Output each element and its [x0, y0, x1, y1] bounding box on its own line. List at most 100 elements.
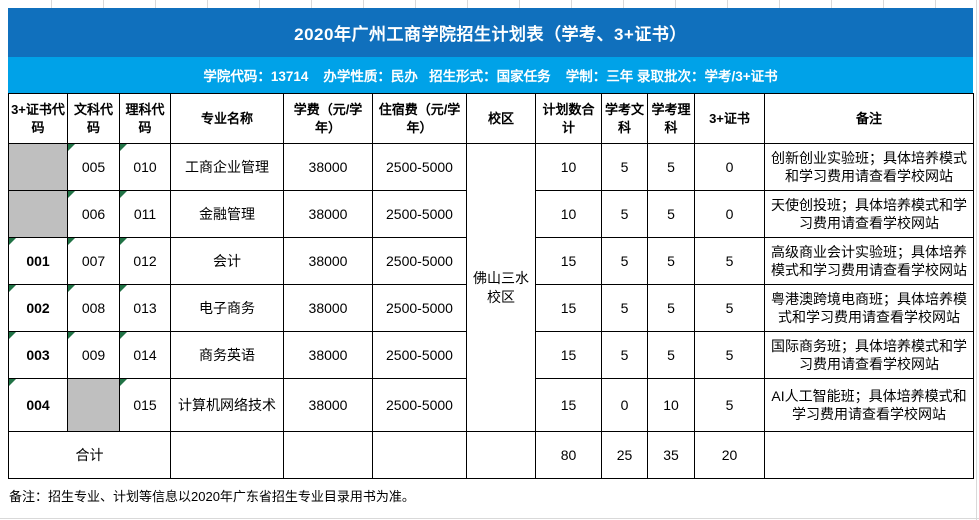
exam-science-cell: 5: [647, 143, 695, 191]
header-arts-code: 文科代码: [67, 93, 120, 144]
cert-plan-cell: 5: [694, 284, 765, 332]
remark-cell: 天使创投班；具体培养模式和学习费用请查看学校网站: [764, 190, 974, 238]
accommodation-cell: [372, 431, 467, 479]
exam-arts-cell: 5: [601, 331, 648, 379]
major-cell: 电子商务: [170, 284, 284, 332]
cert-code-cell: 001: [8, 237, 68, 285]
exam-science-cell: 5: [647, 237, 695, 285]
accommodation-cell: 2500-5000: [372, 284, 467, 332]
header-campus: 校区: [466, 93, 536, 144]
campus-cell: 佛山三水校区: [466, 143, 536, 432]
exam-science-cell: 35: [647, 431, 695, 479]
cert-plan-cell: 20: [694, 431, 765, 479]
cert-code-cell: [8, 190, 68, 238]
exam-arts-cell: 25: [601, 431, 648, 479]
header-accommodation: 住宿费（元/学年）: [372, 93, 467, 144]
exam-arts-cell: 5: [601, 190, 648, 238]
science-code-cell: 012: [119, 237, 171, 285]
arts-code-cell: [67, 378, 120, 432]
science-code-cell: 011: [119, 190, 171, 238]
header-remark: 备注: [764, 93, 974, 144]
accommodation-cell: 2500-5000: [372, 237, 467, 285]
cert-code-cell: 003: [8, 331, 68, 379]
tuition-cell: 38000: [283, 190, 373, 238]
plan-total-cell: 15: [535, 331, 602, 379]
major-cell: 金融管理: [170, 190, 284, 238]
plan-total-cell: 15: [535, 284, 602, 332]
major-cell: 会计: [170, 237, 284, 285]
remark-cell: AI人工智能班；具体培养模式和学习费用请查看学校网站: [764, 378, 974, 432]
remark-cell: 高级商业会计实验班；具体培养模式和学习费用请查看学校网站: [764, 237, 974, 285]
cert-plan-cell: 5: [694, 237, 765, 285]
arts-code-cell: 005: [67, 143, 120, 191]
bottom-gridline: [0, 518, 979, 519]
major-cell: 计算机网络技术: [170, 378, 284, 432]
table-header: 3+证书代码 文科代码 理科代码 专业名称 学费（元/学年） 住宿费（元/学年）…: [8, 93, 974, 144]
campus-cell: [466, 431, 536, 479]
table-row: 004 015 计算机网络技术 38000 2500-5000 15 0 10 5 AI人工智能班…: [8, 378, 974, 432]
exam-science-cell: 5: [647, 284, 695, 332]
arts-code-cell: 006: [67, 190, 120, 238]
accommodation-cell: 2500-5000: [372, 378, 467, 432]
plan-total-cell: 10: [535, 190, 602, 238]
remark-cell: 创新创业实验班；具体培养模式和学习费用请查看学校网站: [764, 143, 974, 191]
exam-arts-cell: 5: [601, 284, 648, 332]
major-cell: 工商企业管理: [170, 143, 284, 191]
arts-code-cell: 009: [67, 331, 120, 379]
cert-code-cell: 002: [8, 284, 68, 332]
right-gridline: [976, 0, 977, 520]
accommodation-cell: 2500-5000: [372, 190, 467, 238]
cert-plan-cell: 0: [694, 190, 765, 238]
total-row: 合计 80 25 35 20: [8, 431, 974, 479]
tuition-cell: 38000: [283, 331, 373, 379]
exam-science-cell: 10: [647, 378, 695, 432]
cert-plan-cell: 5: [694, 378, 765, 432]
plan-total-cell: 15: [535, 237, 602, 285]
arts-code-cell: 007: [67, 237, 120, 285]
admission-plan-table: 3+证书代码 文科代码 理科代码 专业名称 学费（元/学年） 住宿费（元/学年）…: [8, 93, 974, 479]
table-row: 003 009 014 商务英语 38000 2500-5000 15 5 5 5 国际商务班；具体…: [8, 331, 974, 379]
header-tuition: 学费（元/学年）: [283, 93, 373, 144]
plan-total-cell: 10: [535, 143, 602, 191]
cert-code-cell: [8, 143, 68, 191]
header-cert-plan: 3+证书: [694, 93, 765, 144]
arts-code-cell: 008: [67, 284, 120, 332]
tuition-cell: 38000: [283, 378, 373, 432]
exam-arts-cell: 5: [601, 237, 648, 285]
remark-cell: 粤港澳跨境电商班；具体培养模式和学习费用请查看学校网站: [764, 284, 974, 332]
science-code-cell: 014: [119, 331, 171, 379]
top-gridline-strip: [0, 0, 979, 8]
table-body: 005 010 工商企业管理 38000 2500-5000 佛山三水校区 10 5 5 0 创新创…: [8, 143, 974, 479]
cert-plan-cell: 5: [694, 331, 765, 379]
page-title: 2020年广州工商学院招生计划表（学考、3+证书）: [8, 8, 973, 57]
plan-total-cell: 15: [535, 378, 602, 432]
total-label-cell: 合计: [8, 431, 171, 479]
footer-note: 备注：招生专业、计划等信息以2020年广东省招生专业目录用书为准。: [9, 488, 415, 504]
exam-arts-cell: 0: [601, 378, 648, 432]
cert-code-cell: 004: [8, 378, 68, 432]
major-cell: [170, 431, 284, 479]
table-row: 006 011 金融管理 38000 2500-5000 10 5 5 0 天使创投班；具体培养模…: [8, 190, 974, 238]
exam-arts-cell: 5: [601, 143, 648, 191]
accommodation-cell: 2500-5000: [372, 143, 467, 191]
header-plan-total: 计划数合计: [535, 93, 602, 144]
major-cell: 商务英语: [170, 331, 284, 379]
science-code-cell: 015: [119, 378, 171, 432]
exam-science-cell: 5: [647, 190, 695, 238]
header-exam-science: 学考理科: [647, 93, 695, 144]
table-row: 005 010 工商企业管理 38000 2500-5000 佛山三水校区 10 5 5 0 创新创…: [8, 143, 974, 432]
exam-science-cell: 5: [647, 331, 695, 379]
plan-total-cell: 80: [535, 431, 602, 479]
table-row: 002 008 013 电子商务 38000 2500-5000 15 5 5 5 粤港澳跨境电商班…: [8, 284, 974, 332]
science-code-cell: 010: [119, 143, 171, 191]
header-major-name: 专业名称: [170, 93, 284, 144]
header-row: 3+证书代码 文科代码 理科代码 专业名称 学费（元/学年） 住宿费（元/学年）…: [8, 93, 974, 144]
remark-cell: 国际商务班；具体培养模式和学习费用请查看学校网站: [764, 331, 974, 379]
cert-plan-cell: 0: [694, 143, 765, 191]
remark-cell: [764, 431, 974, 479]
accommodation-cell: 2500-5000: [372, 331, 467, 379]
header-science-code: 理科代码: [119, 93, 171, 144]
science-code-cell: 013: [119, 284, 171, 332]
tuition-cell: 38000: [283, 284, 373, 332]
